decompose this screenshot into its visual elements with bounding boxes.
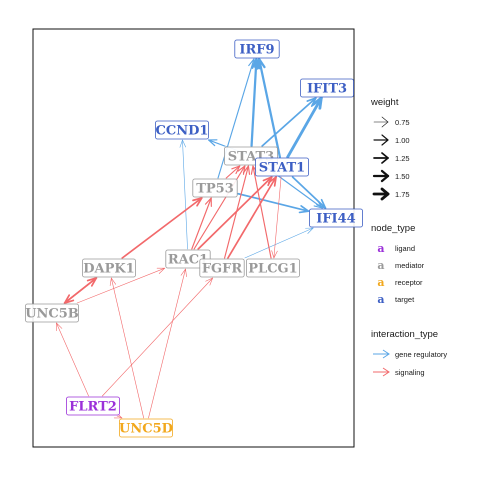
- node-label: TP53: [196, 182, 234, 197]
- legend-interaction-type-key: signaling: [373, 367, 425, 377]
- legend-node-type-label: receptor: [395, 278, 423, 287]
- legend-weight-key: 1.75: [372, 187, 410, 201]
- node-label: FLRT2: [69, 400, 117, 415]
- legend-node-type-label: target: [395, 295, 415, 304]
- node-label: IFI44: [316, 212, 355, 227]
- legend-node-type-title: node_type: [371, 223, 415, 234]
- node-box: [234, 39, 280, 59]
- edge-layer: [56, 57, 327, 419]
- node-label: RAC1: [168, 253, 208, 268]
- legend-node-type-label: mediator: [395, 261, 425, 270]
- legend-interaction-type-label: gene regulatory: [395, 350, 447, 359]
- edge-stat1-to-plcg1: [271, 176, 282, 259]
- node-label: IRF9: [239, 43, 274, 58]
- node-unc5b: UNC5B: [25, 303, 79, 323]
- node-stat1: STAT1: [255, 157, 309, 177]
- node-tp53: TP53: [192, 178, 238, 198]
- node-box: [199, 258, 245, 278]
- legend-node-type-glyph: a: [377, 259, 384, 272]
- node-box: [246, 258, 300, 278]
- plot-panel: [32, 28, 355, 448]
- legend-interaction-type-key: gene regulatory: [373, 349, 447, 359]
- legend-node-type-key: a receptor: [377, 276, 423, 289]
- node-ccnd1: CCND1: [155, 120, 209, 140]
- node-box: [255, 157, 309, 177]
- edge-fgfr-to-stat3: [224, 165, 251, 259]
- node-box: [192, 178, 238, 198]
- node-box: [66, 396, 120, 416]
- legend-weight-label: 0.75: [395, 118, 410, 127]
- node-box: [155, 120, 209, 140]
- legend-weight-label: 1.25: [395, 154, 410, 163]
- node-label: CCND1: [156, 124, 209, 139]
- edge-flrt2-to-unc5b: [56, 322, 89, 397]
- legend-weight-label: 1.50: [395, 172, 410, 181]
- legend-weight-key: 1.50: [372, 169, 410, 183]
- edge-stat1-to-ifit3: [286, 96, 323, 159]
- edge-unc5b-to-rac1: [76, 267, 166, 304]
- legend-weight-key: 1.00: [373, 134, 410, 146]
- legend-weight-label: 1.75: [395, 190, 410, 199]
- legend-node-type-key: a target: [377, 293, 415, 306]
- legend-weight-key: 1.25: [373, 152, 410, 164]
- node-label: UNC5B: [25, 307, 79, 322]
- edge-tp53-to-ifi44: [237, 192, 310, 214]
- legend-node-type-key: a mediator: [377, 259, 424, 272]
- edge-rac1-to-tp53: [191, 197, 212, 250]
- node-box: [82, 258, 136, 278]
- node-box: [309, 208, 363, 228]
- edge-unc5d-to-rac1: [148, 268, 187, 419]
- node-rac1: RAC1: [165, 249, 211, 269]
- legend-node-type-glyph: a: [377, 276, 384, 289]
- node-box: [25, 303, 79, 323]
- node-label: DAPK1: [83, 262, 134, 277]
- edge-fgfr-to-stat1: [227, 176, 277, 259]
- node-fgfr: FGFR: [199, 258, 245, 278]
- edge-dapk1-to-tp53: [121, 197, 203, 259]
- node-plcg1: PLCG1: [246, 258, 300, 278]
- legend-weight-label: 1.00: [395, 136, 410, 145]
- node-flrt2: FLRT2: [66, 396, 120, 416]
- legend-interaction-type-label: signaling: [395, 368, 425, 377]
- node-unc5d: UNC5D: [119, 418, 173, 438]
- node-label: PLCG1: [248, 262, 297, 277]
- node-label: UNC5D: [119, 422, 173, 437]
- legend-node-type-label: ligand: [395, 244, 415, 253]
- legend-node-type-glyph: a: [377, 242, 384, 255]
- edge-rac1-to-ccnd1: [179, 139, 188, 250]
- edge-stat3-to-ifit3: [261, 97, 317, 147]
- node-ifi44: IFI44: [309, 208, 363, 228]
- node-box: [300, 78, 354, 98]
- legend-node-type-glyph: a: [377, 293, 384, 306]
- node-ifit3: IFIT3: [300, 78, 354, 98]
- node-box: [119, 418, 173, 438]
- legend-weight-title: weight: [370, 97, 399, 108]
- node-layer: IRF9IFIT3CCND1STAT3STAT1TP53IFI44DAPK1RA…: [25, 39, 363, 438]
- edge-tp53-to-stat3: [225, 165, 241, 179]
- node-label: FGFR: [202, 262, 243, 277]
- node-label: IFIT3: [307, 82, 347, 97]
- edge-flrt2-to-fgfr: [102, 277, 213, 397]
- node-irf9: IRF9: [234, 39, 280, 59]
- legend-node-type-key: a ligand: [377, 242, 415, 255]
- node-label: STAT1: [259, 161, 305, 176]
- edge-stat1-to-irf9: [256, 57, 282, 159]
- node-dapk1: DAPK1: [82, 258, 136, 278]
- edge-dapk1-to-unc5b: [63, 277, 98, 304]
- legend-interaction-type-title: interaction_type: [371, 329, 438, 340]
- edge-unc5d-to-dapk1: [109, 277, 144, 419]
- edge-fgfr-to-ifi44: [244, 227, 314, 259]
- legend-weight-key: 0.75: [373, 116, 410, 128]
- edge-tp53-to-irf9: [217, 58, 256, 179]
